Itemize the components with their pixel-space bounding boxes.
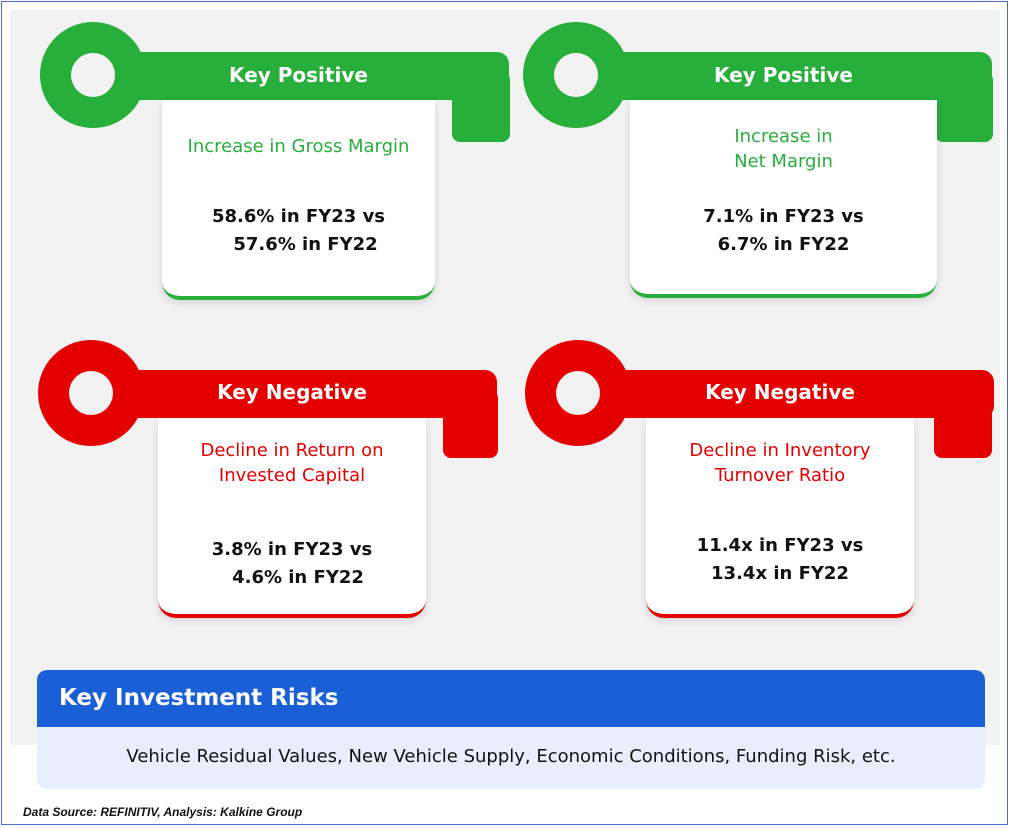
card-detail-line2: 57.6% in FY22: [233, 234, 378, 255]
data-source-note: Data Source: REFINITIV, Analysis: Kalkin…: [23, 805, 303, 819]
card-headline-line2: Invested Capital: [218, 465, 366, 486]
key-shape-icon: [38, 340, 498, 458]
card-detail-line1: 3.8% in FY23 vs: [211, 539, 373, 560]
risks-title: Key Investment Risks: [59, 685, 339, 711]
risks-text: Vehicle Residual Values, New Vehicle Sup…: [126, 746, 896, 767]
key-positive-gross-margin: Key Positive Increase in Gross Margin 58…: [37, 22, 517, 302]
risks-header: Key Investment Risks: [37, 670, 985, 727]
card-body: [630, 100, 937, 298]
card-detail: 3.8% in FY23 vs 4.6% in FY22: [158, 536, 426, 592]
key-negative-roic: Key Negative Decline in Return on Invest…: [35, 340, 515, 620]
key-shape-icon: [40, 22, 510, 142]
card-label: Key Positive: [229, 63, 368, 87]
card-label: Key Positive: [714, 63, 853, 87]
card-headline: Decline in Inventory Turnover Ratio: [646, 438, 914, 488]
card-headline: Decline in Return on Invested Capital: [158, 438, 426, 488]
card-headline: Increase in Net Margin: [630, 124, 937, 174]
card-detail: 11.4x in FY23 vs 13.4x in FY22: [646, 532, 914, 588]
card-headline: Increase in Gross Margin: [172, 134, 425, 159]
risks-body: Vehicle Residual Values, New Vehicle Sup…: [37, 727, 985, 789]
card-detail: 58.6% in FY23 vs 57.6% in FY22: [162, 203, 435, 259]
card-headline-line1: Increase in: [734, 126, 833, 147]
card-body: [158, 418, 426, 618]
key-positive-net-margin: Key Positive Increase in Net Margin 7.1%…: [520, 22, 1000, 302]
key-negative-inventory-turnover: Key Negative Decline in Inventory Turnov…: [522, 340, 1002, 620]
card-detail-line1: 11.4x in FY23 vs: [696, 535, 864, 556]
card-headline-line1: Decline in Inventory: [689, 440, 871, 461]
card-label: Key Negative: [705, 380, 855, 404]
card-detail-line2: 13.4x in FY22: [711, 563, 849, 584]
card-headline-line1: Decline in Return on: [200, 440, 384, 461]
card-detail-line2: 4.6% in FY22: [232, 567, 364, 588]
card-detail-line1: 7.1% in FY23 vs: [703, 206, 864, 227]
card-headline-line2: Turnover Ratio: [714, 465, 846, 486]
key-shape-icon: [523, 22, 993, 142]
card-body: [646, 418, 914, 618]
card-label: Key Negative: [217, 380, 367, 404]
card-headline-text: Increase in Gross Margin: [187, 136, 410, 157]
card-detail: 7.1% in FY23 vs 6.7% in FY22: [630, 203, 937, 259]
card-detail-line2: 6.7% in FY22: [717, 234, 850, 255]
card-headline-line2: Net Margin: [734, 151, 833, 172]
card-body: [162, 100, 435, 300]
key-shape-icon: [525, 340, 994, 458]
card-detail-line1: 58.6% in FY23 vs: [211, 206, 386, 227]
